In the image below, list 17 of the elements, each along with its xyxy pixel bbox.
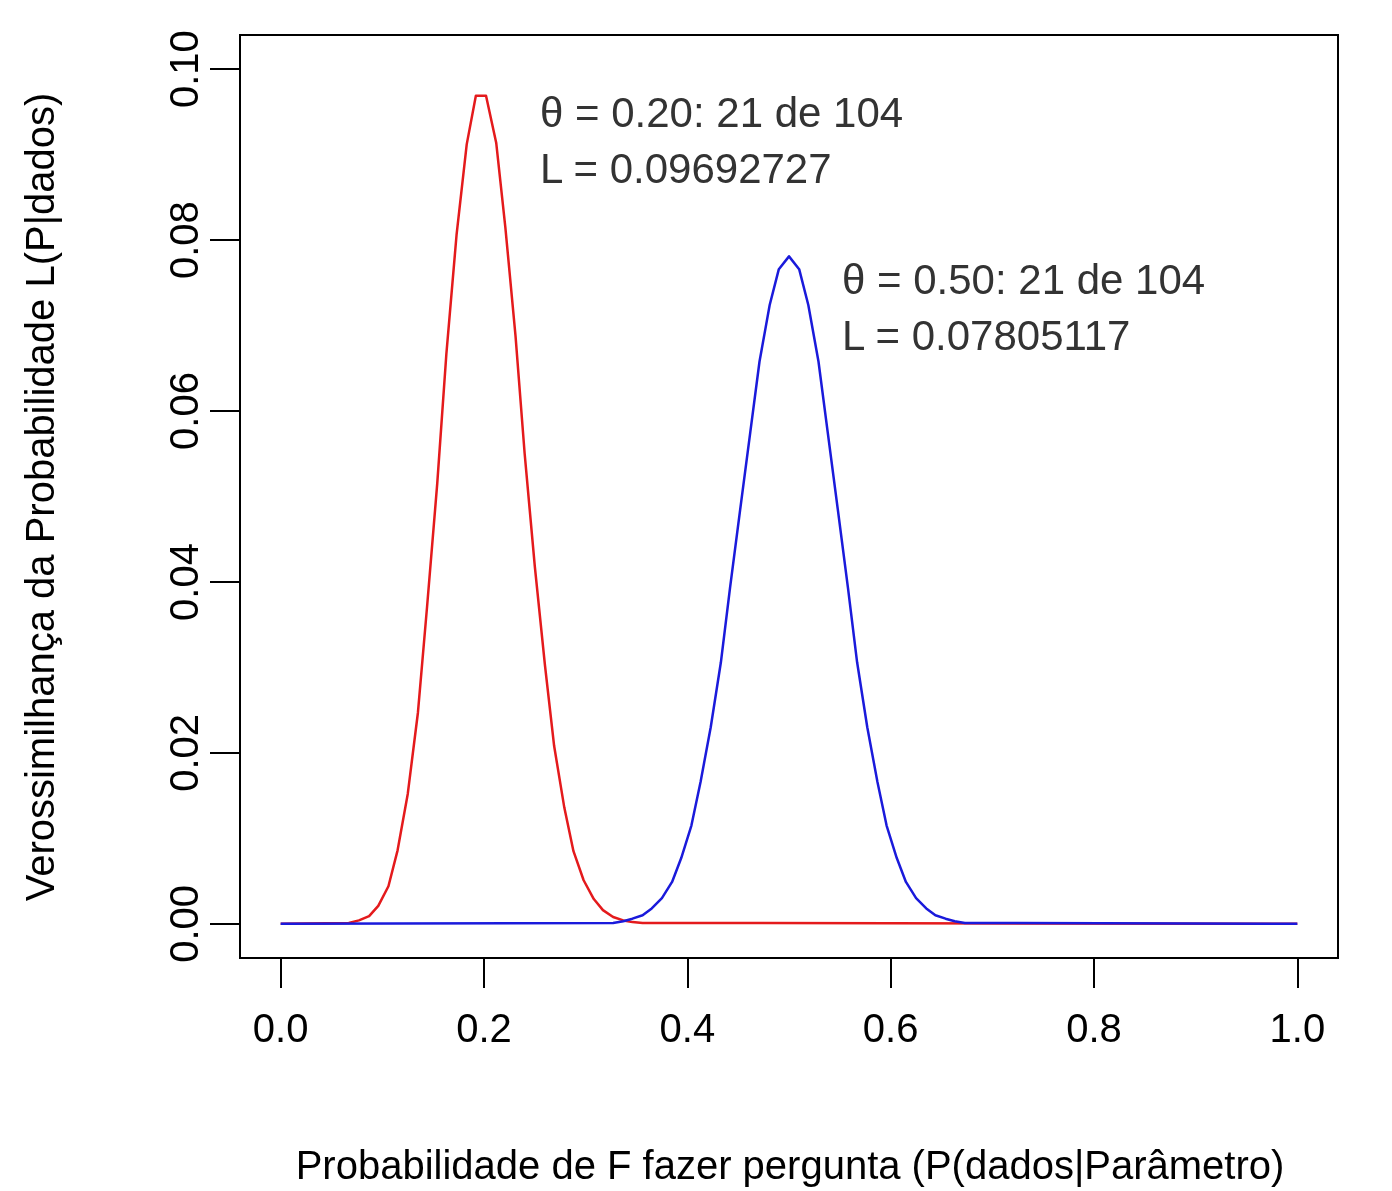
x-tick-label: 0.6: [862, 1006, 919, 1050]
y-tick-label: 0.00: [162, 884, 206, 963]
y-tick-label: 0.08: [162, 201, 206, 280]
x-tick-label: 1.0: [1269, 1006, 1326, 1050]
y-tick-label: 0.04: [162, 543, 206, 621]
y-tick-label: 0.10: [162, 30, 206, 109]
x-axis-title: Probabilidade de F fazer pergunta (P(dados|Parâmetro): [295, 1143, 1285, 1187]
line-series: [279, 255, 1299, 926]
annotation: θ = 0.20: 21 de 104 L = 0.09692727: [540, 88, 904, 192]
y-tick-label: 0.02: [162, 713, 206, 792]
annotation: θ = 0.50: 21 de 104 L = 0.07805117: [842, 255, 1206, 359]
x-tick-label: 0.4: [659, 1006, 716, 1050]
x-tick-label: 0.0: [252, 1006, 309, 1050]
x-tick-label: 0.8: [1066, 1006, 1122, 1050]
y-axis-title: Verossimilhança da Probabilidade L(P|dados): [18, 92, 62, 902]
y-tick-label: 0.06: [162, 372, 206, 450]
x-tick-label: 0.2: [456, 1006, 512, 1050]
